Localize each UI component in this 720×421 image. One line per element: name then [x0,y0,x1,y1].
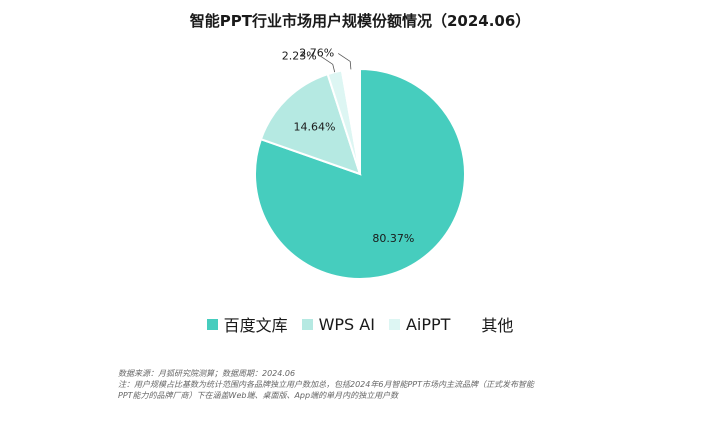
data-label-wps-ai: 14.64% [294,120,336,133]
pie-labels: 80.37% 14.64% 2.23%2.76% [282,46,415,245]
leader-line-other [337,53,352,70]
legend-item-wps-ai: WPS AI [301,314,375,334]
footnote-note-line-1: 注：用户规模占比基数为统计范围内各品牌独立用户数加总，包括2024年6月智能PP… [118,380,534,389]
footnote-source: 数据来源：月狐研究院测算；数据周期：2024.06 [118,369,296,378]
legend-label-aippt: AiPPT [405,314,451,334]
leader-line-aippt [320,55,336,73]
data-label-baidu-wenku: 80.37% [372,232,414,245]
legend-item-other: 其他 [464,312,513,336]
data-label-aippt: 2.23% [282,49,317,62]
legend-label-other: 其他 [481,316,514,335]
chart-title: 智能PPT行业市场用户规模份额情况（2024.06） [189,12,531,30]
footnote: 数据来源：月狐研究院测算；数据周期：2024.06 注：用户规模占比基数为统计范… [118,368,638,401]
legend-label-baidu-wenku: 百度文库 [223,316,288,335]
legend-swatch-baidu-wenku [206,318,218,330]
legend: 百度文库 WPS AI AiPPT 其他 [0,312,720,336]
legend-item-aippt: AiPPT [388,314,451,334]
legend-item-baidu-wenku: 百度文库 [206,312,288,336]
legend-swatch-aippt [388,318,400,330]
legend-label-wps-ai: WPS AI [318,314,375,334]
pie-slices [254,67,466,280]
legend-swatch-wps-ai [301,318,313,330]
data-label-other: 2.76% [299,46,334,59]
footnote-note-line-2: PPT能力的品牌厂商）下在涵盖Web端、桌面版、App端的单月内的独立用户数 [118,391,399,400]
legend-swatch-other [464,318,476,330]
